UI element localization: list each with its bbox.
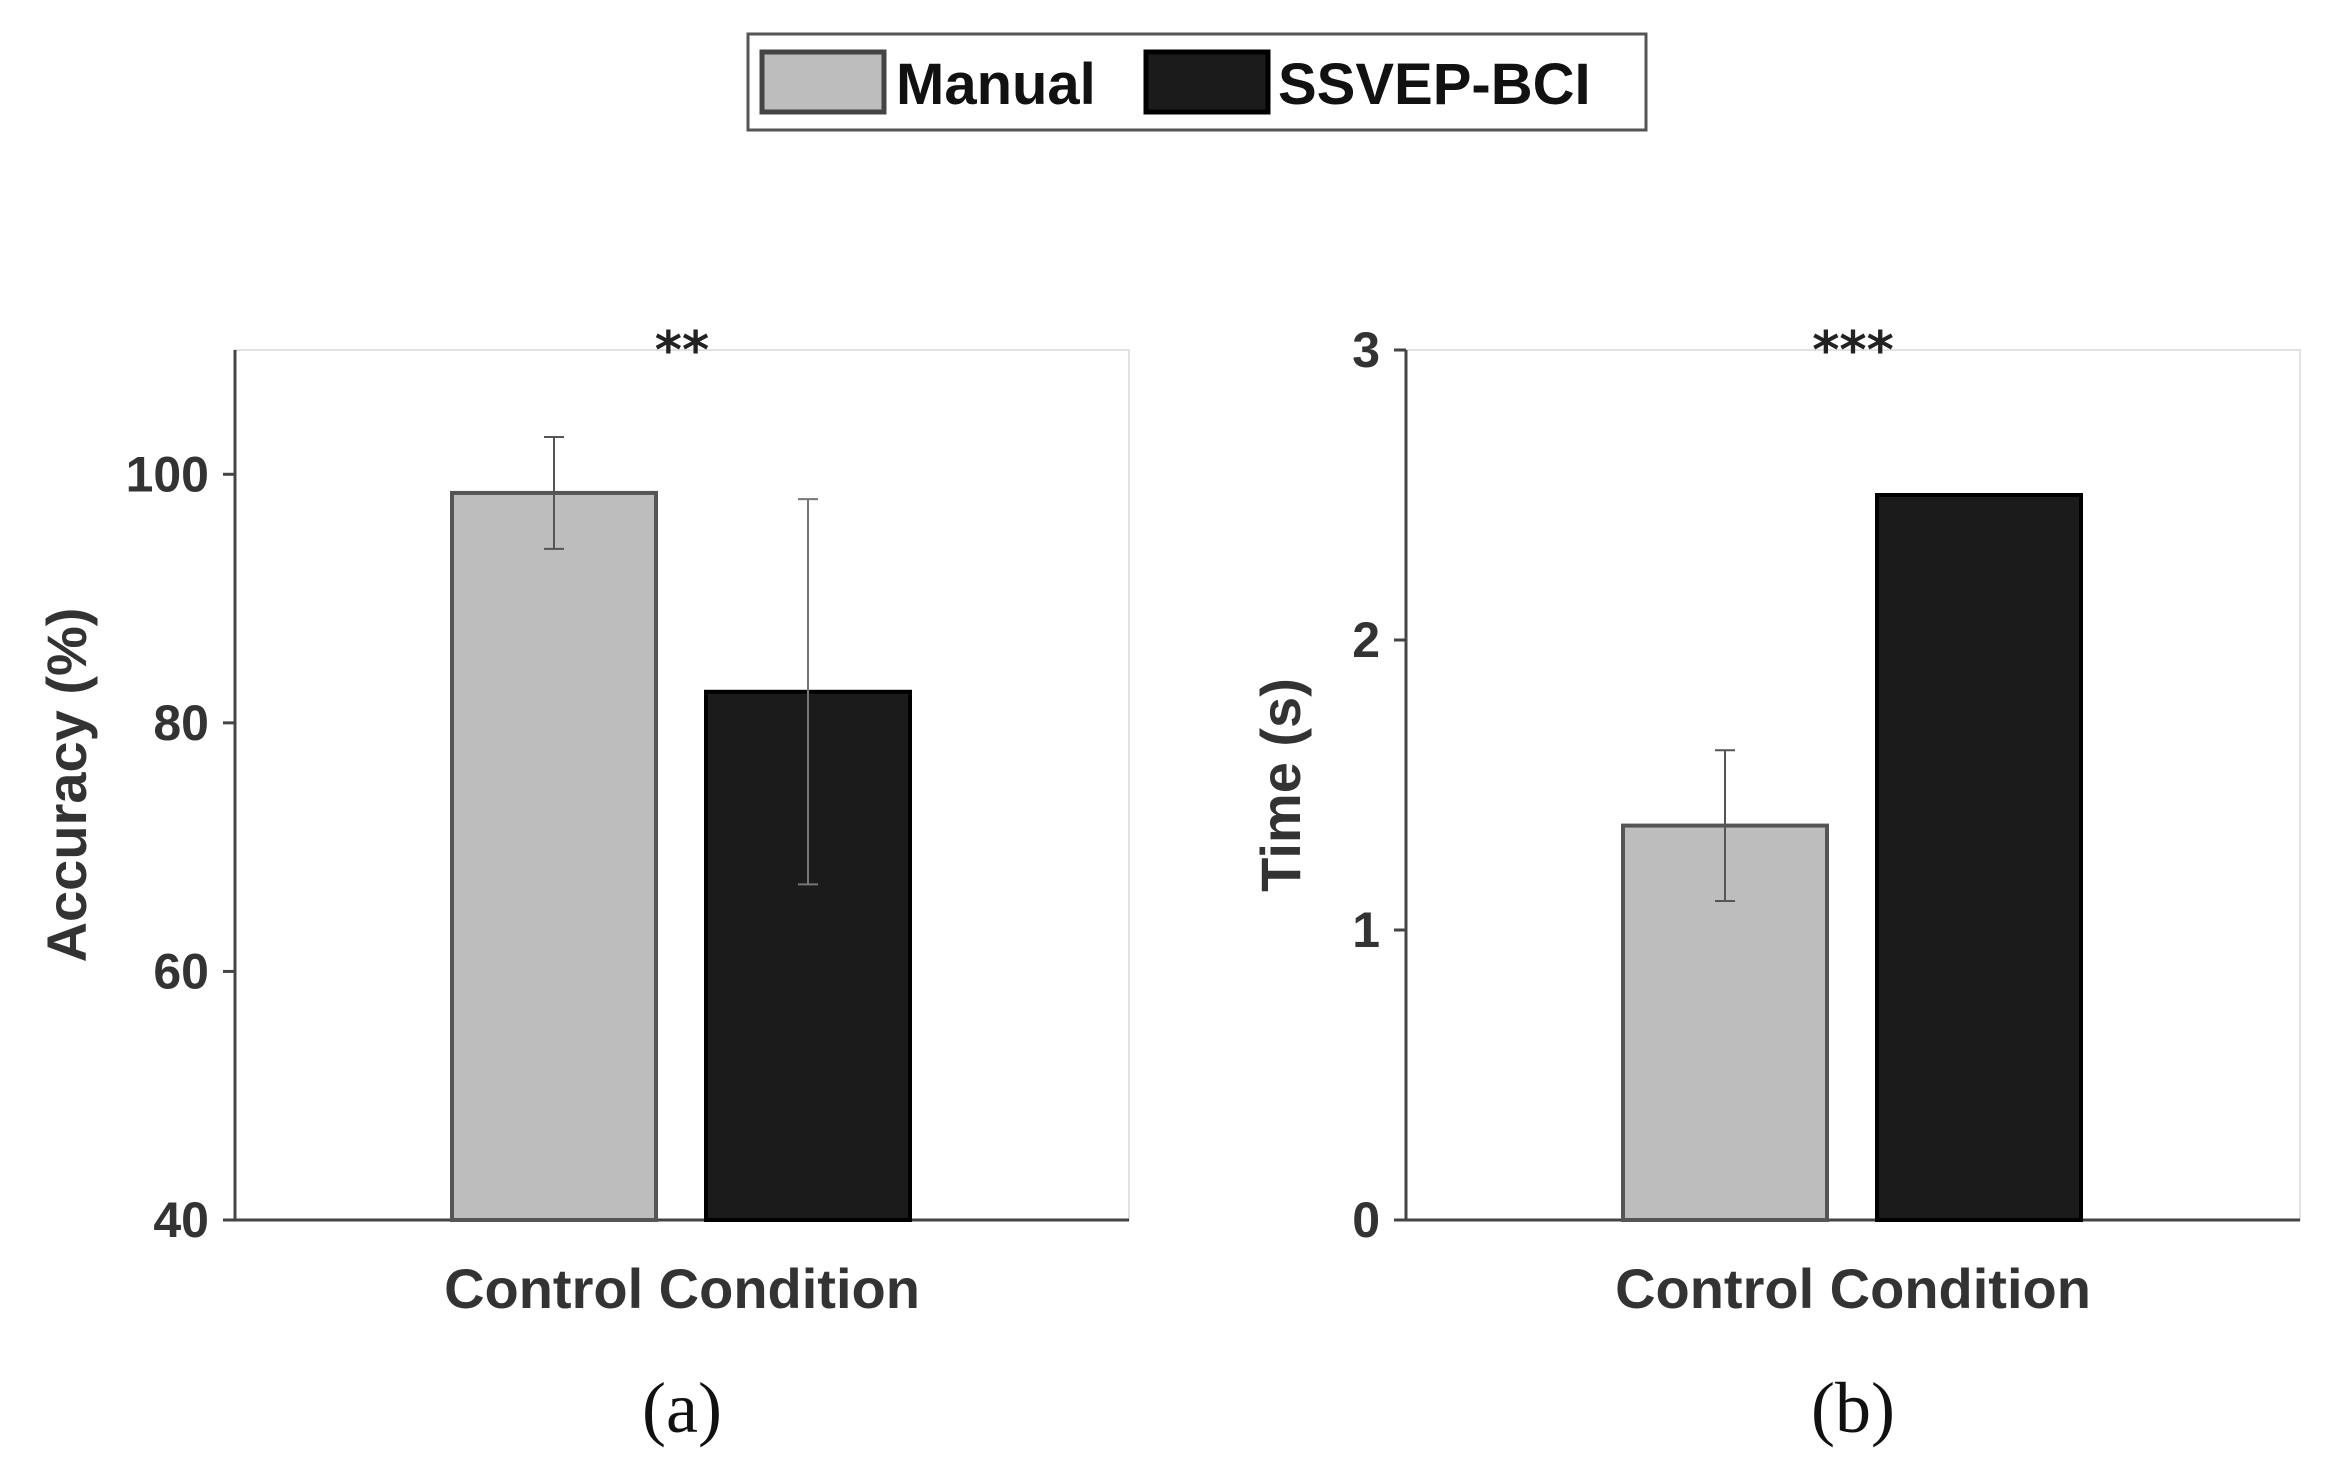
panel-label-a: (a) [642, 1368, 722, 1448]
significance-a: ** [655, 321, 709, 381]
y-tick-label: 2 [1352, 612, 1380, 668]
legend-swatch-manual [759, 49, 887, 115]
y-ticks-a: 40 60 80 100 [126, 446, 235, 1248]
x-axis-label-b: Control Condition [1615, 1257, 2091, 1320]
plot-area-a [234, 349, 1130, 1221]
bars-a [450, 490, 912, 1222]
panel-b-time: 0 1 2 3 *** Time (s) Control Condition (b) [1249, 321, 2301, 1448]
bar-ssvep-bci [1875, 493, 2083, 1222]
y-tick-label: 3 [1352, 322, 1380, 378]
y-axis-label-b: Time (s) [1249, 678, 1312, 892]
x-axis-label-a: Control Condition [444, 1257, 920, 1320]
y-tick-label: 40 [153, 1192, 209, 1248]
panel-label-b: (b) [1811, 1368, 1895, 1448]
y-ticks-b: 0 1 2 3 [1352, 322, 1406, 1248]
error-bars-b [1715, 749, 1735, 902]
y-tick-label: 1 [1352, 902, 1380, 958]
legend-label-manual: Manual [896, 52, 1096, 117]
legend-label-ssvep-bci: SSVEP-BCI [1278, 52, 1591, 117]
y-axis-label-a: Accuracy (%) [35, 608, 98, 963]
significance-b: *** [1812, 321, 1894, 381]
plot-area-b [1405, 349, 2301, 1221]
y-tick-label: 60 [153, 943, 209, 999]
error-bars-a [544, 436, 818, 886]
legend-swatch-ssvep-bci [1143, 49, 1271, 115]
bars-b [1621, 493, 2083, 1222]
y-tick-label: 100 [126, 446, 209, 502]
panel-a-accuracy: 40 60 80 100 ** Accuracy (%) Control Condit… [35, 321, 1130, 1448]
y-tick-label: 0 [1352, 1192, 1380, 1248]
y-tick-label: 80 [153, 695, 209, 751]
legend: Manual SSVEP-BCI [746, 32, 1648, 132]
bar-manual [450, 490, 658, 1222]
